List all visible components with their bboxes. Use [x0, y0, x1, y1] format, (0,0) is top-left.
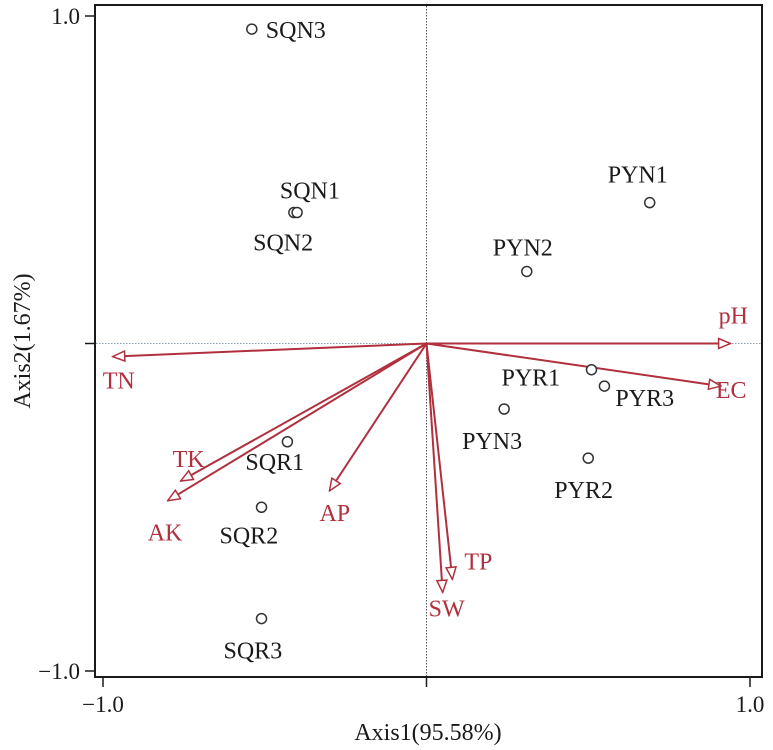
plot-frame: [94, 4, 763, 678]
sample-point: [498, 403, 510, 415]
sample-label: SQN1: [280, 179, 340, 205]
vector-arrow: [329, 342, 428, 491]
sample-label: SQR2: [220, 523, 279, 549]
sample-label: PYR3: [615, 386, 674, 412]
vector-arrow: [113, 342, 427, 357]
sample-label: PYR2: [554, 478, 613, 504]
x-tick-label: −1.0: [82, 692, 124, 717]
sample-label: PYN3: [462, 429, 522, 455]
sample-point: [291, 206, 303, 219]
sample-label: SQN2: [253, 231, 313, 257]
vector-label: EC: [716, 378, 747, 404]
y-axis-title: Axis2(1.67%): [10, 273, 36, 408]
sample-point: [246, 23, 258, 35]
vector-label: AP: [319, 501, 350, 527]
sample-point: [598, 380, 611, 392]
vector-label: TK: [173, 447, 206, 473]
sample-label: SQR1: [245, 450, 304, 476]
vector-label: TP: [464, 549, 492, 575]
x-tick-label: 1.0: [736, 692, 765, 717]
sample-label: PYN2: [493, 235, 553, 261]
vector-arrow: [181, 342, 427, 482]
sample-label: SQR3: [224, 639, 283, 665]
sample-label: SQN3: [266, 18, 326, 44]
vector-label: pH: [719, 304, 748, 330]
sample-point: [521, 265, 533, 278]
sample-point: [281, 436, 294, 448]
y-tick-label: 1.0: [51, 4, 80, 29]
sample-point: [255, 612, 268, 625]
vector-label: SW: [429, 596, 465, 622]
vector-label: TN: [103, 369, 135, 395]
vector-arrow: [425, 343, 453, 580]
vector-layer: pH EC TN TK AK AP TP SW: [103, 304, 748, 623]
sample-point: [643, 196, 656, 209]
sample-point: [585, 363, 598, 376]
vector-arrow: [425, 343, 443, 593]
vector-arrow: [426, 342, 721, 387]
sample-point: [255, 501, 268, 513]
y-tick-label: −1.0: [38, 659, 80, 684]
sample-point: [582, 452, 594, 464]
axis-ticks: −1.0 1.0 1.0 −1.0: [38, 4, 764, 717]
x-axis-title: Axis1(95.58%): [354, 720, 501, 746]
sample-layer: SQN3 SQN1 SQN2 PYN1 PYN2 PYR1 PYR3 PYN3 PYR2 SQR1…: [220, 18, 675, 665]
sample-label: PYN1: [608, 163, 668, 189]
vector-label: AK: [148, 521, 183, 547]
vector-arrow: [168, 342, 428, 501]
sample-label: PYR1: [501, 366, 560, 392]
